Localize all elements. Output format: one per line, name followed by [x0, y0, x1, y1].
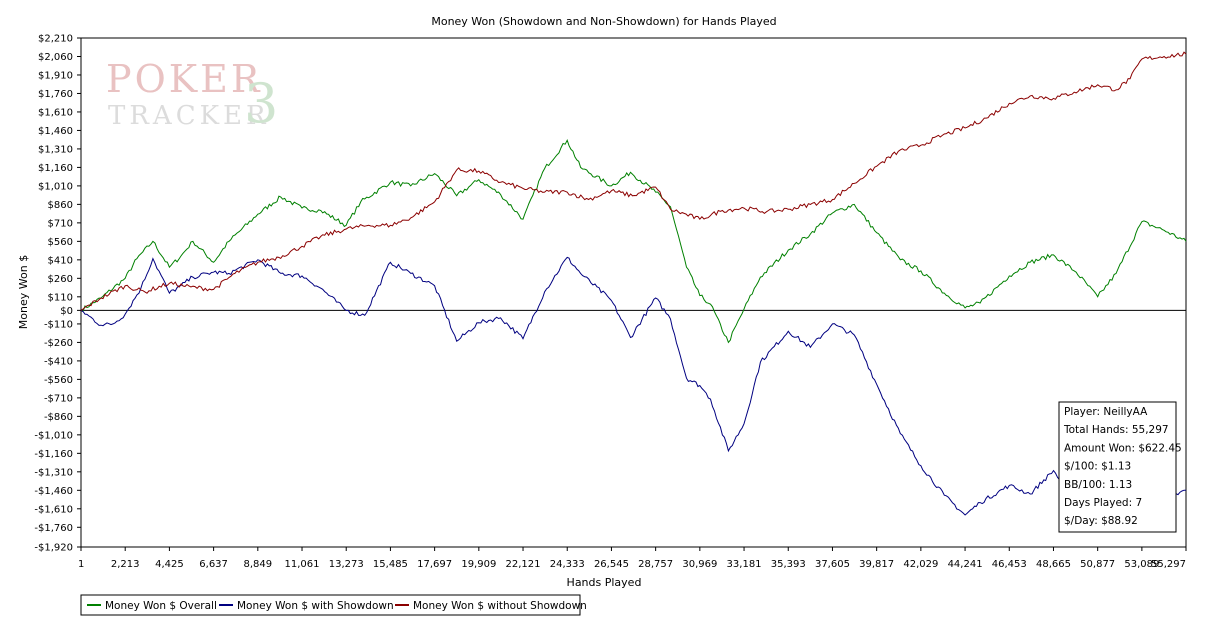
- x-tick-label: 22,121: [506, 559, 541, 570]
- y-tick-label: -$410: [44, 356, 73, 367]
- x-axis: 1 2,213 4,425 6,637 8,849 11,061 13,273 15,485 1…: [78, 547, 1187, 570]
- y-tick-label: $2,210: [38, 34, 73, 45]
- y-tick-label: -$1,010: [34, 430, 73, 441]
- series-lines: [80, 51, 1187, 516]
- series-line-3: [80, 51, 1187, 311]
- x-tick-label: 6,637: [199, 559, 228, 570]
- stats-box: Player: NeillyAA Total Hands: 55,297 Amoun…: [1058, 401, 1182, 533]
- y-tick-label: $1,010: [38, 181, 73, 192]
- y-tick-label: $1,160: [38, 163, 73, 174]
- y-tick-label: -$560: [44, 375, 73, 386]
- x-tick-label: 48,665: [1036, 559, 1071, 570]
- stats-line: Amount Won: $622.45: [1064, 442, 1182, 454]
- stats-line: $/100: $1.13: [1064, 461, 1131, 473]
- x-tick-label: 50,877: [1080, 559, 1115, 570]
- x-tick-label: 13,273: [329, 559, 364, 570]
- legend-label: Money Won $ without Showdown: [413, 600, 587, 612]
- legend-label: Money Won $ Overall: [105, 600, 217, 612]
- x-tick-label: 24,333: [550, 559, 585, 570]
- x-tick-label: 37,605: [815, 559, 850, 570]
- y-tick-label: -$1,920: [34, 543, 73, 554]
- x-axis-label: Hands Played: [567, 576, 642, 589]
- stats-line: BB/100: 1.13: [1064, 479, 1132, 491]
- x-tick-label: 19,909: [461, 559, 496, 570]
- x-tick-label: 30,969: [682, 559, 717, 570]
- y-tick-label: $1,460: [38, 126, 73, 137]
- x-tick-label: 53,089: [1124, 559, 1159, 570]
- x-tick-label: 2,213: [111, 559, 140, 570]
- y-tick-label: $2,060: [38, 52, 73, 63]
- y-tick-label: $260: [48, 274, 73, 285]
- y-tick-label: $1,760: [38, 89, 73, 100]
- pokertracker-watermark: POKER TRACKER 3: [106, 57, 278, 135]
- x-tick-label: 44,241: [948, 559, 983, 570]
- y-tick-label: -$860: [44, 412, 73, 423]
- x-tick-label: 11,061: [285, 559, 320, 570]
- x-tick-label: 1: [78, 559, 84, 570]
- y-tick-label: $0: [60, 306, 73, 317]
- x-tick-label: 15,485: [373, 559, 408, 570]
- legend-label: Money Won $ with Showdown: [237, 600, 394, 612]
- series-line-2: [80, 256, 1187, 516]
- stats-line: Days Played: 7: [1064, 497, 1142, 509]
- y-axis: $2,210 $2,060 $1,910 $1,760 $1,610 $1,460 $1,3…: [34, 34, 81, 554]
- y-tick-label: -$710: [44, 393, 73, 404]
- x-tick-label: 55,297: [1151, 559, 1186, 570]
- plot-area: [80, 37, 1187, 548]
- x-tick-label: 39,817: [859, 559, 894, 570]
- y-tick-label: -$1,160: [34, 449, 73, 460]
- y-tick-label: -$260: [44, 338, 73, 349]
- y-tick-label: -$110: [44, 319, 73, 330]
- watermark-mark: 3: [244, 72, 278, 135]
- y-axis-label: Money Won $: [17, 255, 30, 329]
- y-tick-label: -$1,460: [34, 486, 73, 497]
- x-tick-label: 26,545: [594, 559, 629, 570]
- stats-line: Player: NeillyAA: [1064, 406, 1148, 418]
- stats-box-frame: [1058, 401, 1177, 533]
- y-tick-label: -$1,760: [34, 523, 73, 534]
- x-tick-label: 46,453: [992, 559, 1027, 570]
- y-tick-label: $1,310: [38, 144, 73, 155]
- y-tick-label: $410: [48, 255, 73, 266]
- stats-line: $/Day: $88.92: [1064, 515, 1138, 527]
- watermark-line1: POKER: [106, 57, 262, 101]
- legend-frame: [80, 594, 581, 616]
- stats-line: Total Hands: 55,297: [1063, 424, 1169, 436]
- series-line-1: [80, 139, 1187, 344]
- y-tick-label: $560: [48, 237, 73, 248]
- y-tick-label: $110: [48, 292, 73, 303]
- x-tick-label: 17,697: [417, 559, 452, 570]
- y-tick-label: $1,610: [38, 107, 73, 118]
- x-tick-label: 28,757: [638, 559, 673, 570]
- x-tick-label: 35,393: [771, 559, 806, 570]
- y-tick-label: $1,910: [38, 70, 73, 81]
- x-tick-label: 4,425: [155, 559, 184, 570]
- y-tick-label: $860: [48, 200, 73, 211]
- chart-title: Money Won (Showdown and Non-Showdown) fo…: [431, 15, 776, 28]
- y-tick-label: $710: [48, 218, 73, 229]
- watermark-line2: TRACKER: [108, 101, 270, 131]
- x-tick-label: 42,029: [903, 559, 938, 570]
- legend: Money Won $ Overall Money Won $ with Show…: [80, 594, 587, 616]
- y-tick-label: -$1,610: [34, 504, 73, 515]
- x-tick-label: 8,849: [243, 559, 272, 570]
- y-tick-label: -$1,310: [34, 467, 73, 478]
- x-tick-label: 33,181: [727, 559, 762, 570]
